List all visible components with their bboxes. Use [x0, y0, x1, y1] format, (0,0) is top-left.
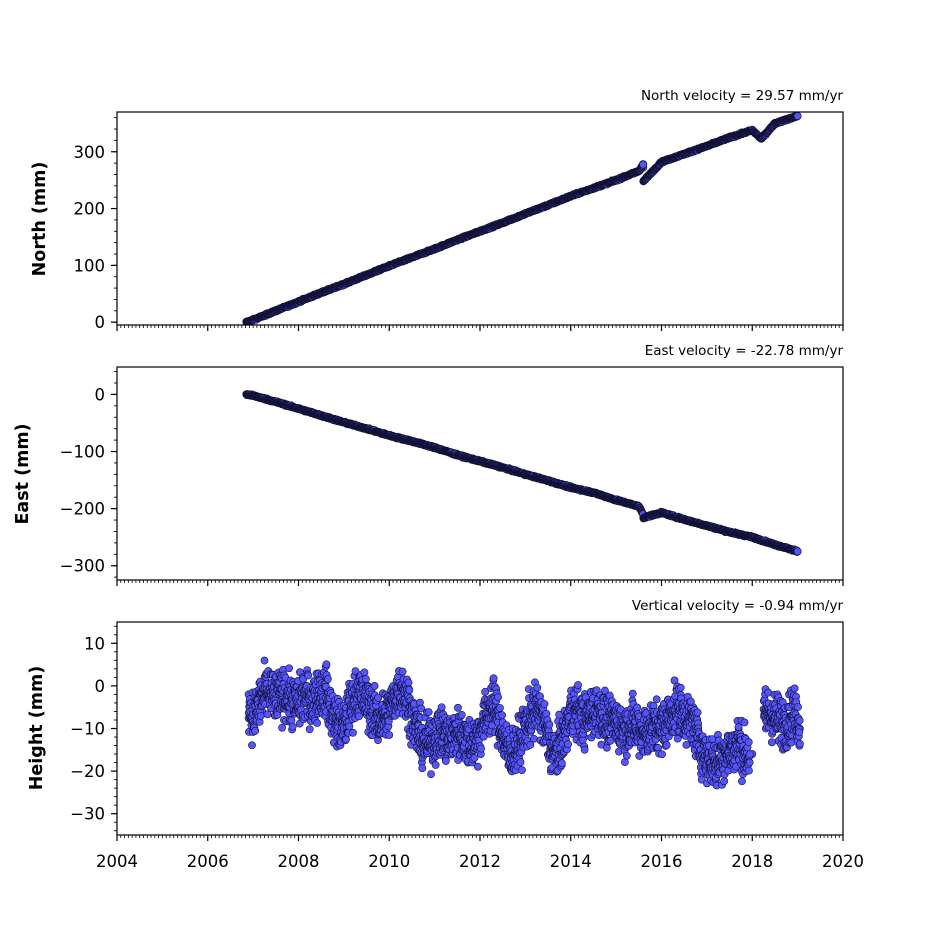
east-ytick-label: −300	[60, 557, 105, 576]
north-point	[793, 112, 802, 120]
east-ytick-label: −200	[60, 500, 105, 519]
vertical-velocity-title: Vertical velocity = -0.94 mm/yr	[632, 598, 844, 614]
north-ylabel: North (mm)	[30, 162, 50, 277]
height-point	[251, 726, 260, 735]
north-velocity-title: North velocity = 29.57 mm/yr	[641, 88, 843, 104]
north-ytick-label: 200	[74, 200, 106, 219]
north-ytick-label: 100	[74, 256, 106, 275]
north-ytick-label: 0	[95, 313, 106, 332]
east-ylabel: East (mm)	[13, 423, 33, 524]
east-panel: East velocity = -22.78 mm/yr East (mm) 0…	[13, 343, 844, 586]
height-ylabel: Height (mm)	[27, 666, 47, 790]
east-data-points	[242, 390, 802, 556]
east-point	[793, 547, 802, 556]
north-plot-area: 0 100 200 300	[74, 111, 844, 332]
east-velocity-title: East velocity = -22.78 mm/yr	[645, 343, 844, 359]
north-data-points	[242, 112, 802, 325]
east-ytick-label: 0	[95, 385, 106, 404]
north-ytick-label: 300	[74, 143, 106, 162]
height-point	[248, 741, 256, 750]
north-panel: North velocity = 29.57 mm/yr North (mm) …	[30, 88, 844, 332]
north-point	[639, 160, 648, 169]
east-ytick-label: −100	[60, 443, 105, 462]
east-plot-area: 0 −100 −200 −300	[60, 366, 844, 586]
